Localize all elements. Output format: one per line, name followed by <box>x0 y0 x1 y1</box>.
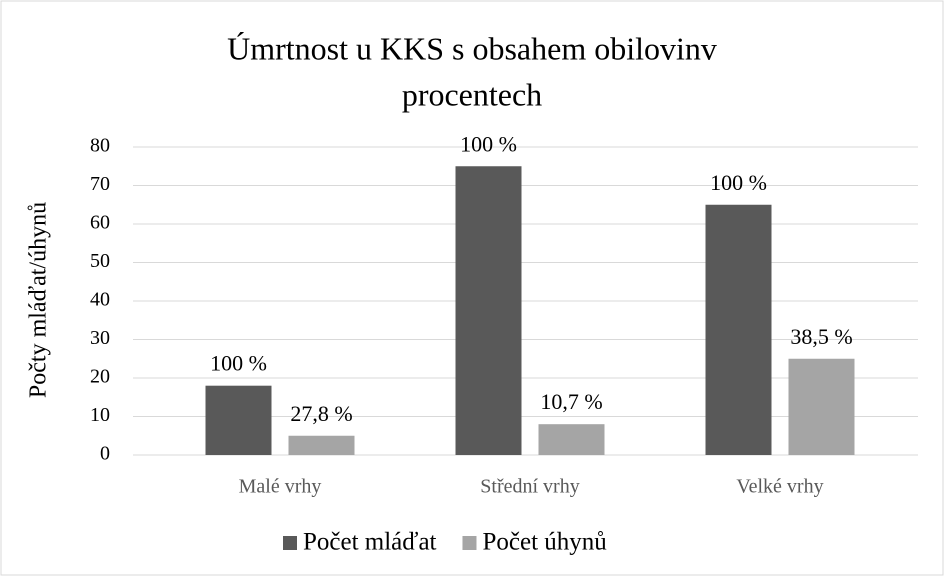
data-label: 10,7 % <box>540 389 602 414</box>
bar <box>705 204 772 455</box>
y-tick-label: 20 <box>90 366 110 388</box>
data-label: 38,5 % <box>790 324 852 349</box>
bar <box>455 166 522 455</box>
legend-swatch <box>283 536 297 550</box>
data-label: 100 % <box>210 351 267 376</box>
chart-title: procentech <box>402 76 542 112</box>
x-tick-label: Malé vrhy <box>239 476 322 498</box>
y-tick-label: 40 <box>90 289 110 311</box>
y-tick-label: 10 <box>90 404 110 426</box>
legend-swatch <box>462 536 477 550</box>
data-label: 100 % <box>710 170 767 195</box>
legend-label: Počet mláďat <box>303 529 437 556</box>
y-axis-label: Počty mláďat/úhynů <box>26 202 52 398</box>
y-tick-label: 30 <box>90 327 110 349</box>
y-tick-label: 50 <box>90 250 110 272</box>
chart-title: Úmrtnost u KKS s obsahem obilovinv <box>227 30 717 66</box>
x-tick-label: Velké vrhy <box>736 476 823 498</box>
y-tick-label: 60 <box>90 212 110 234</box>
data-label: 100 % <box>460 131 517 156</box>
bar <box>205 385 272 455</box>
bar <box>538 424 605 455</box>
y-tick-label: 0 <box>100 443 110 465</box>
legend-label: Počet úhynů <box>482 529 607 556</box>
bar <box>788 358 855 455</box>
bar <box>288 435 355 455</box>
data-label: 27,8 % <box>290 401 352 426</box>
y-tick-label: 80 <box>90 135 110 157</box>
x-tick-label: Střední vrhy <box>480 476 579 498</box>
y-tick-label: 70 <box>90 173 110 195</box>
